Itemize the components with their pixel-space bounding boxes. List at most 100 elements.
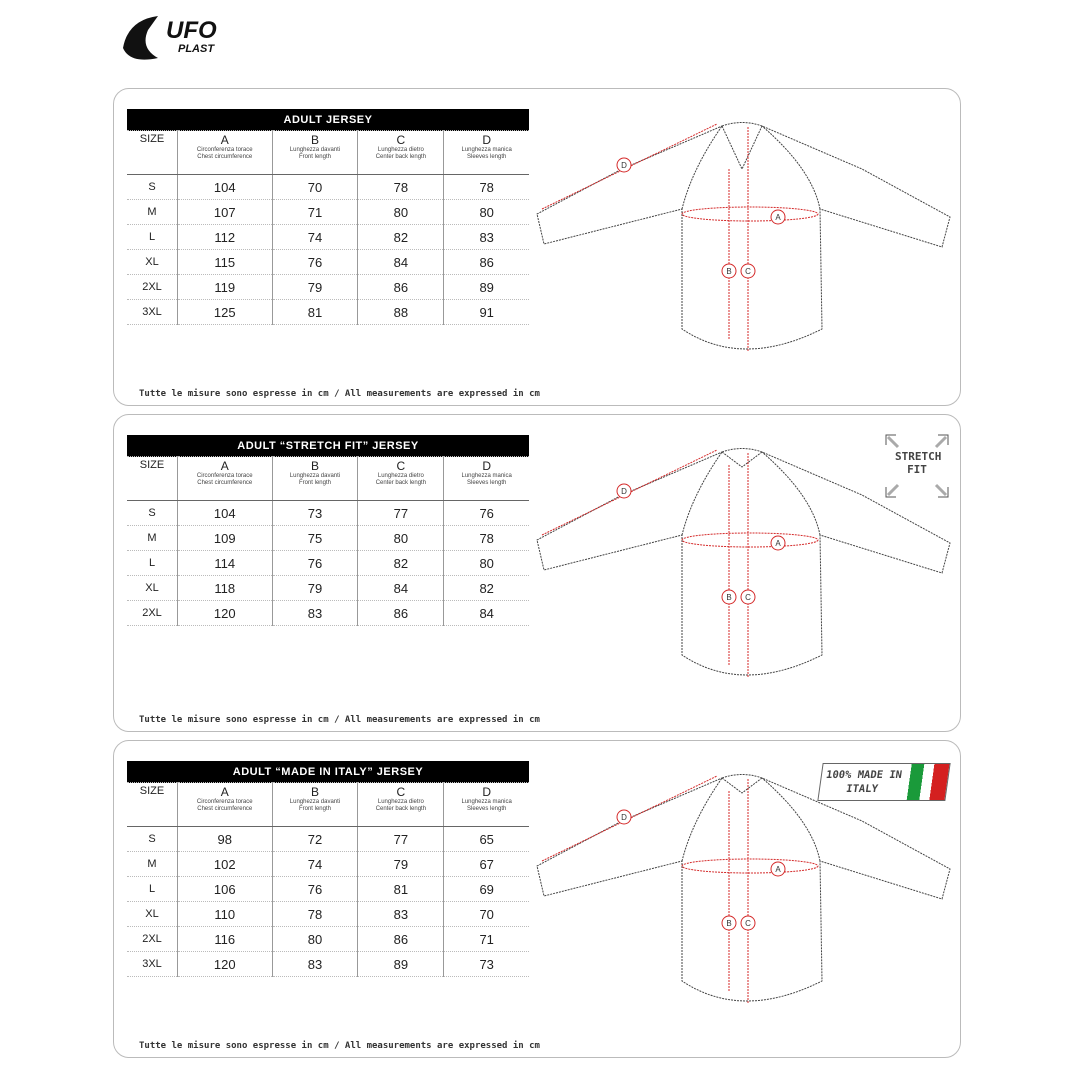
table-cell: 112 <box>177 224 273 250</box>
table-cell: 80 <box>443 550 529 576</box>
column-label-it: Lunghezza davanti <box>289 147 341 153</box>
marker-label: D <box>621 161 627 170</box>
table-cell: 77 <box>357 826 445 852</box>
table-cell: 102 <box>177 851 273 877</box>
measurement-note: Tutte le misure sono espresse in cm / Al… <box>139 1041 540 1051</box>
table-cell: S <box>127 826 178 852</box>
table-cell: 120 <box>177 951 273 977</box>
table-cell: L <box>127 550 178 576</box>
table-cell: 74 <box>272 224 359 250</box>
table-cell: 107 <box>177 199 273 225</box>
table-cell: 77 <box>357 500 445 526</box>
table-cell: 79 <box>272 575 359 601</box>
size-chart-panel: ADULT “MADE IN ITALY” JERSEY SIZE A Circonf… <box>113 740 961 1058</box>
column-label-en: Sleeves length <box>466 806 507 812</box>
marker-label: B <box>726 593 731 602</box>
table-cell: 72 <box>272 826 359 852</box>
column-header: C Lunghezza dietro Center back length <box>357 782 445 827</box>
table-cell: 109 <box>177 525 273 551</box>
column-letter: C <box>396 459 406 473</box>
table-cell: 84 <box>357 249 445 275</box>
column-label-it: Lunghezza davanti <box>289 799 341 805</box>
table-row: 3XL 125 81 88 91 <box>127 299 529 325</box>
table-row: S 104 73 77 76 <box>127 500 529 526</box>
column-label-en: Chest circumference <box>197 154 253 160</box>
table-cell: 82 <box>357 550 445 576</box>
jersey-diagram: D A B C <box>536 448 951 677</box>
table-cell: 120 <box>177 600 273 626</box>
column-label-en: Sleeves length <box>466 154 507 160</box>
table-cell: 114 <box>177 550 273 576</box>
table-cell: 86 <box>357 274 445 300</box>
column-label-it: Lunghezza davanti <box>289 473 341 479</box>
table-cell: 70 <box>443 901 529 927</box>
table-row: 2XL 120 83 86 84 <box>127 600 529 626</box>
column-letter: C <box>396 785 406 799</box>
table-cell: 80 <box>272 926 359 952</box>
table-cell: 78 <box>443 174 529 200</box>
table-cell: 119 <box>177 274 273 300</box>
table-cell: 67 <box>443 851 529 877</box>
column-label-en: Front length <box>298 806 331 812</box>
table-cell: 69 <box>443 876 529 902</box>
table-cell: 3XL <box>127 299 178 325</box>
table-cell: 71 <box>443 926 529 952</box>
column-label-it: Lunghezza dietro <box>377 147 424 153</box>
column-label-en: Chest circumference <box>197 806 253 812</box>
column-header: A Circonferenza torace Chest circumference <box>177 456 273 501</box>
column-letter: SIZE <box>139 459 165 471</box>
table-cell: 104 <box>177 500 273 526</box>
table-cell: 80 <box>357 199 445 225</box>
table-cell: 76 <box>272 876 359 902</box>
table-cell: 76 <box>443 500 529 526</box>
table-cell: 88 <box>357 299 445 325</box>
table-title: ADULT “STRETCH FIT” JERSEY <box>127 435 529 457</box>
table-cell: L <box>127 224 178 250</box>
table-cell: 82 <box>357 224 445 250</box>
column-header: C Lunghezza dietro Center back length <box>357 130 445 175</box>
badge-text: STRETCH FIT <box>895 450 942 476</box>
column-label-it: Lunghezza manica <box>461 473 512 479</box>
column-label-en: Center back length <box>375 480 427 486</box>
table-cell: 91 <box>443 299 529 325</box>
marker-label: C <box>745 593 751 602</box>
table-cell: 2XL <box>127 926 178 952</box>
measurement-note: Tutte le misure sono espresse in cm / Al… <box>139 389 540 399</box>
table-row: 2XL 119 79 86 89 <box>127 274 529 300</box>
size-table: ADULT “STRETCH FIT” JERSEY SIZE A Circonfer… <box>127 435 529 626</box>
svg-text:UFO: UFO <box>166 17 217 44</box>
column-letter: A <box>220 459 229 473</box>
table-cell: XL <box>127 249 178 275</box>
table-cell: 74 <box>272 851 359 877</box>
column-header: A Circonferenza torace Chest circumference <box>177 782 273 827</box>
table-title: ADULT “MADE IN ITALY” JERSEY <box>127 761 529 783</box>
column-letter: A <box>220 133 229 147</box>
column-letter: SIZE <box>139 785 165 797</box>
table-cell: 84 <box>357 575 445 601</box>
table-row: M 109 75 80 78 <box>127 525 529 551</box>
column-letter: D <box>482 785 491 799</box>
table-row: XL 118 79 84 82 <box>127 575 529 601</box>
table-row: S 104 70 78 78 <box>127 174 529 200</box>
table-cell: 81 <box>272 299 359 325</box>
table-row: L 106 76 81 69 <box>127 876 529 902</box>
table-cell: 89 <box>357 951 445 977</box>
table-row: 2XL 116 80 86 71 <box>127 926 529 952</box>
marker-label: B <box>726 267 731 276</box>
table-cell: S <box>127 174 178 200</box>
table-cell: 125 <box>177 299 273 325</box>
table-cell: M <box>127 525 178 551</box>
marker-label: D <box>621 487 627 496</box>
column-letter: B <box>310 459 319 473</box>
table-title: ADULT JERSEY <box>127 109 529 131</box>
table-cell: 79 <box>272 274 359 300</box>
table-cell: XL <box>127 901 178 927</box>
column-header: SIZE <box>127 782 178 827</box>
table-cell: S <box>127 500 178 526</box>
table-cell: 106 <box>177 876 273 902</box>
column-header: B Lunghezza davanti Front length <box>272 456 359 501</box>
table-cell: 83 <box>272 600 359 626</box>
column-label-it: Circonferenza torace <box>196 147 253 153</box>
column-label-en: Front length <box>298 480 331 486</box>
table-cell: 83 <box>357 901 445 927</box>
